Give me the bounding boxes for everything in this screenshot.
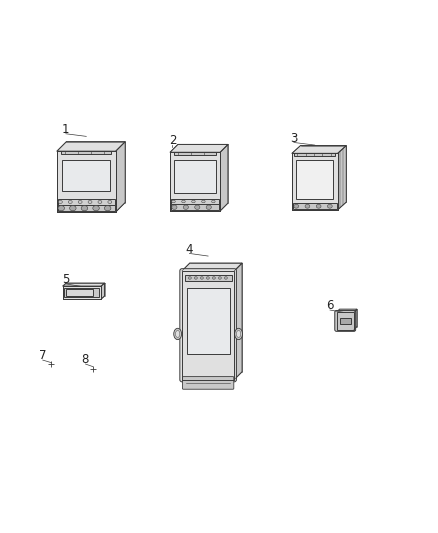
Bar <box>63 286 101 299</box>
Polygon shape <box>354 309 357 329</box>
Bar <box>57 151 116 212</box>
Ellipse shape <box>70 206 76 211</box>
Ellipse shape <box>183 205 188 209</box>
Polygon shape <box>116 142 125 212</box>
Ellipse shape <box>93 206 99 211</box>
Ellipse shape <box>212 200 215 203</box>
Ellipse shape <box>108 200 112 204</box>
Ellipse shape <box>192 200 195 203</box>
Bar <box>292 154 338 210</box>
Bar <box>174 152 216 155</box>
Bar <box>174 160 216 192</box>
Ellipse shape <box>58 200 62 204</box>
Ellipse shape <box>305 204 310 208</box>
Bar <box>58 205 115 211</box>
Ellipse shape <box>206 277 209 279</box>
FancyBboxPatch shape <box>183 377 234 389</box>
Ellipse shape <box>182 200 185 203</box>
Bar <box>292 154 338 210</box>
Ellipse shape <box>316 204 321 208</box>
Bar <box>294 154 336 156</box>
Ellipse shape <box>237 330 241 337</box>
Ellipse shape <box>188 277 191 279</box>
Text: 5: 5 <box>62 273 70 286</box>
Polygon shape <box>101 283 105 299</box>
Ellipse shape <box>98 200 102 204</box>
Ellipse shape <box>81 206 88 211</box>
Polygon shape <box>338 146 346 210</box>
Text: 4: 4 <box>186 243 193 256</box>
Bar <box>61 151 111 154</box>
Bar <box>170 152 220 211</box>
Bar <box>62 160 110 191</box>
Ellipse shape <box>194 277 198 279</box>
Ellipse shape <box>224 277 227 279</box>
Polygon shape <box>336 309 357 312</box>
Bar <box>63 286 101 299</box>
Ellipse shape <box>88 200 92 204</box>
Ellipse shape <box>328 204 332 208</box>
Text: 3: 3 <box>290 132 297 144</box>
Ellipse shape <box>172 200 175 203</box>
Bar <box>182 271 234 379</box>
Polygon shape <box>292 146 346 154</box>
Bar <box>296 159 333 199</box>
Ellipse shape <box>172 205 177 209</box>
Ellipse shape <box>78 200 82 204</box>
Bar <box>293 204 337 209</box>
Ellipse shape <box>194 205 200 209</box>
Ellipse shape <box>174 328 182 340</box>
Bar <box>170 152 220 211</box>
Polygon shape <box>57 142 125 151</box>
Bar <box>336 312 354 329</box>
Bar <box>171 199 219 204</box>
Ellipse shape <box>58 206 64 211</box>
Text: 7: 7 <box>39 349 46 362</box>
Bar <box>64 288 99 297</box>
Text: 2: 2 <box>169 134 176 147</box>
Polygon shape <box>234 263 242 379</box>
Ellipse shape <box>104 206 111 211</box>
Bar <box>171 204 219 210</box>
Bar <box>57 151 116 212</box>
Bar <box>339 318 351 324</box>
Ellipse shape <box>235 328 243 340</box>
Bar <box>66 289 93 296</box>
FancyBboxPatch shape <box>180 269 237 382</box>
Ellipse shape <box>68 200 72 204</box>
Bar <box>58 199 115 205</box>
Ellipse shape <box>200 277 203 279</box>
Ellipse shape <box>219 277 221 279</box>
Ellipse shape <box>206 205 212 209</box>
Polygon shape <box>63 283 105 286</box>
Ellipse shape <box>176 330 180 337</box>
Polygon shape <box>220 144 228 211</box>
Ellipse shape <box>294 204 299 208</box>
Ellipse shape <box>212 277 215 279</box>
Polygon shape <box>170 144 228 152</box>
Ellipse shape <box>201 200 205 203</box>
Bar <box>187 288 230 353</box>
FancyBboxPatch shape <box>335 310 356 332</box>
Text: 8: 8 <box>82 353 89 366</box>
Text: 6: 6 <box>326 299 334 312</box>
Text: 1: 1 <box>62 123 70 136</box>
Bar <box>185 275 232 281</box>
Polygon shape <box>182 263 242 271</box>
